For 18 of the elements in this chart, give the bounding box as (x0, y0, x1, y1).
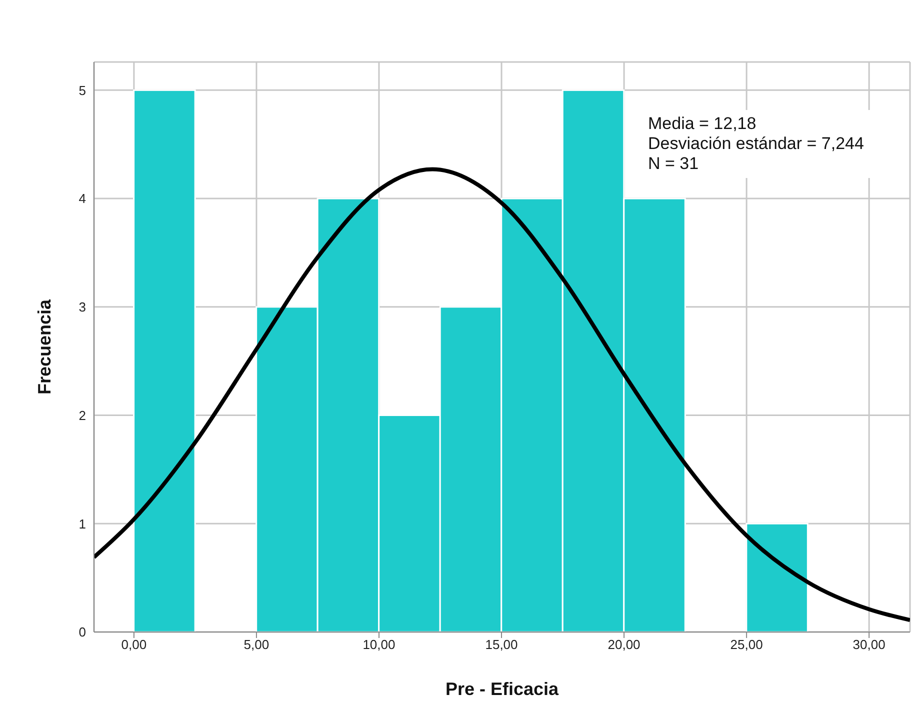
x-axis-title: Pre - Eficacia (445, 679, 560, 699)
x-tick-label: 30,00 (852, 637, 886, 652)
x-tick-label: 10,00 (362, 637, 396, 652)
y-tick-label: 5 (78, 82, 86, 98)
y-tick-label: 4 (78, 191, 86, 206)
y-tick-label: 2 (78, 408, 86, 423)
x-tick-label: 20,00 (608, 637, 640, 652)
x-tick-label: 5,00 (244, 637, 270, 652)
y-tick-label: 0 (78, 624, 86, 640)
x-tick-label: 15,00 (485, 637, 518, 652)
y-axis-title: Frecuencia (34, 298, 54, 395)
annotation: Desviación estándar = 7,244 (648, 134, 864, 154)
y-tick-label: 3 (78, 300, 86, 315)
annotation: Media = 12,18 (648, 114, 758, 134)
x-tick-label: 0,00 (121, 637, 147, 652)
annotation: N = 31 (648, 154, 700, 174)
y-tick-label: 1 (78, 516, 86, 532)
x-tick-label: 25,00 (730, 637, 763, 652)
